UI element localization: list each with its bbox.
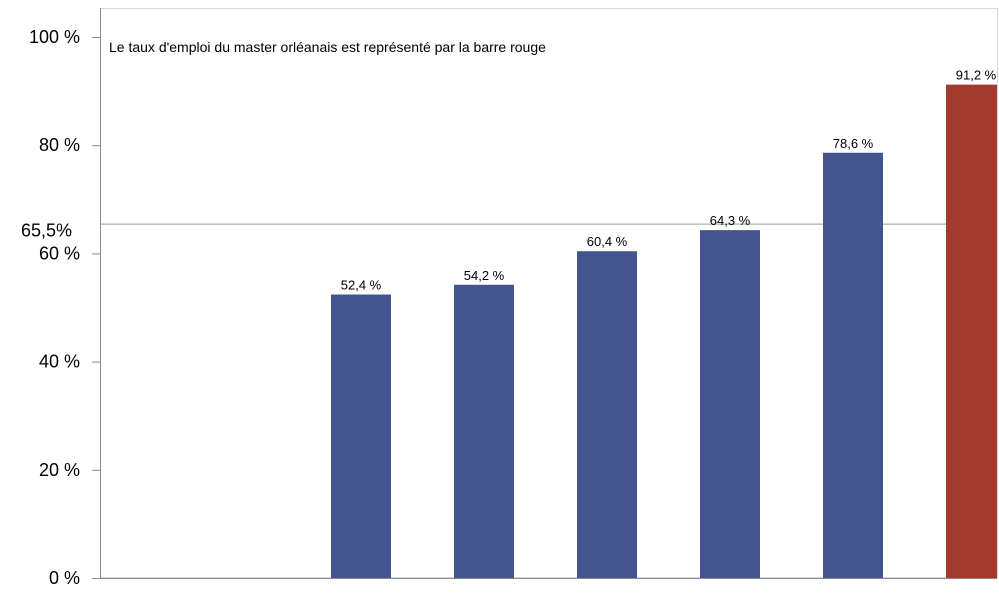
y-tick-label: 20 %	[39, 460, 80, 480]
bar	[331, 294, 391, 578]
bar-value-label: 78,6 %	[833, 136, 874, 151]
chart-annotation: Le taux d'emploi du master orléanais est…	[109, 39, 546, 55]
reference-line-label: 65,5%	[21, 221, 72, 241]
y-tick-label: 0 %	[49, 568, 80, 588]
bar	[454, 284, 514, 578]
y-axis: 0 % 20 % 40 % 60 % 80 % 100 %	[29, 8, 997, 588]
bar-highlight	[946, 84, 997, 578]
bar-value-label: 54,2 %	[464, 268, 505, 283]
bars-group	[331, 84, 997, 579]
y-tick-label: 100 %	[29, 27, 80, 47]
bar-value-label: 91,2 %	[956, 68, 997, 83]
y-tick-label: 40 %	[39, 352, 80, 372]
bar	[577, 251, 637, 578]
bar-value-label: 64,3 %	[710, 213, 751, 228]
bar-value-label: 60,4 %	[587, 234, 628, 249]
bar	[700, 230, 760, 578]
y-tick-label: 80 %	[39, 135, 80, 155]
bar-value-label: 52,4 %	[341, 278, 382, 293]
bar	[823, 152, 883, 579]
y-tick-label: 60 %	[39, 243, 80, 263]
data-labels-group: 52,4 % 54,2 % 60,4 % 64,3 % 78,6 % 91,2 %	[341, 68, 997, 293]
